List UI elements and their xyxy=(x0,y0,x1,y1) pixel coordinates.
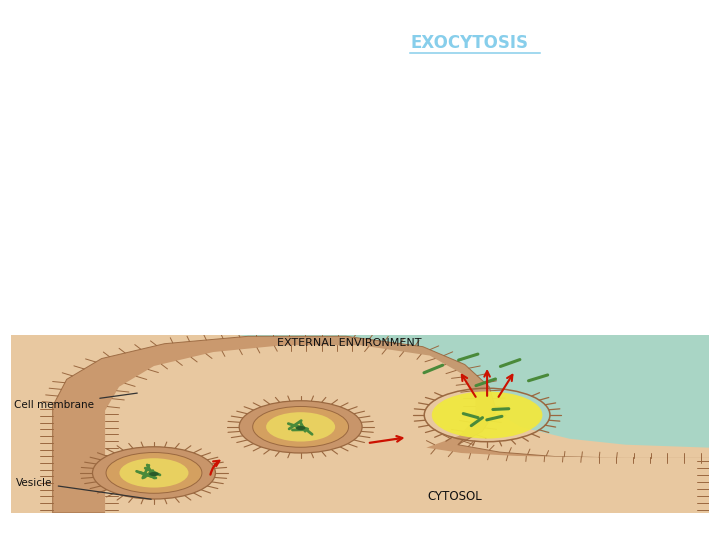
Text: .: . xyxy=(541,35,548,52)
Text: then releases it contents to the outside of the cell.: then releases it contents to the outside… xyxy=(23,157,461,172)
Circle shape xyxy=(149,472,159,476)
Text: EXOCYTOSIS: EXOCYTOSIS xyxy=(410,35,528,52)
Circle shape xyxy=(266,412,335,442)
Circle shape xyxy=(92,447,215,499)
Text: During exocytosis, (1) a vesicle moves to the cell membrane,(2) fuses with it,(3: During exocytosis, (1) a vesicle moves t… xyxy=(23,108,720,123)
Text: Vesicle: Vesicle xyxy=(17,478,151,500)
Circle shape xyxy=(253,407,348,447)
Text: CYTOSOL: CYTOSOL xyxy=(427,490,482,503)
Polygon shape xyxy=(53,336,709,513)
Text: Cell membrane: Cell membrane xyxy=(14,393,138,409)
Polygon shape xyxy=(11,335,709,513)
Polygon shape xyxy=(234,335,709,448)
Circle shape xyxy=(120,458,189,488)
Circle shape xyxy=(432,392,542,438)
Circle shape xyxy=(239,401,362,453)
Circle shape xyxy=(106,453,202,494)
Text: THE ACTIVE TRANSPORT PROCESS OF: THE ACTIVE TRANSPORT PROCESS OF xyxy=(23,35,380,52)
Text: EXTERNAL ENVIRONMENT: EXTERNAL ENVIRONMENT xyxy=(277,339,422,348)
Polygon shape xyxy=(105,345,709,513)
Circle shape xyxy=(296,426,305,430)
